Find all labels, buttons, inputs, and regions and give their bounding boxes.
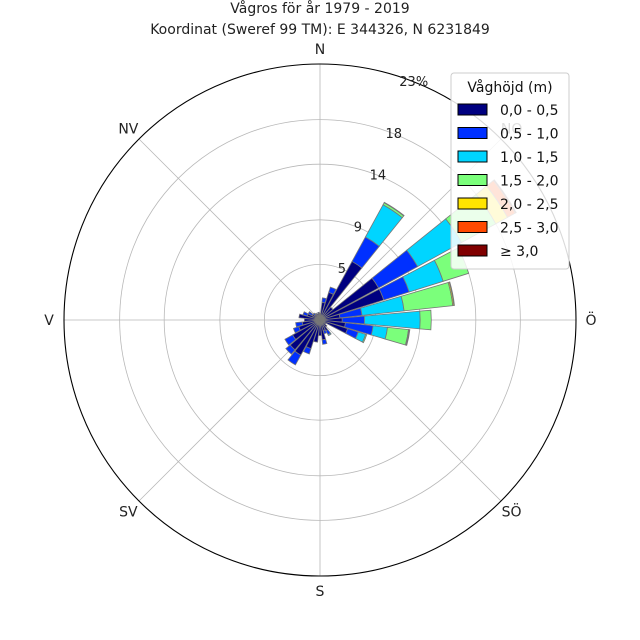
rose-bar-segment (292, 326, 301, 334)
direction-label: N (315, 42, 325, 58)
legend-swatch (457, 221, 488, 233)
radial-tick-label: 23% (399, 75, 428, 90)
legend-label: 0,5 - 1,0 (500, 127, 558, 143)
legend-swatch (457, 103, 488, 116)
grid-spoke (319, 319, 502, 502)
grid-spoke (138, 138, 321, 321)
rose-bar-segment (328, 286, 337, 295)
rose-bar-segment (383, 201, 405, 217)
chart-title: Vågros för år 1979 - 2019 (230, 0, 409, 17)
rose-bar-segment (327, 332, 332, 337)
direction-label: SÖ (502, 503, 522, 521)
legend-swatch (457, 150, 488, 163)
radial-tick-label: 14 (370, 169, 387, 184)
legend-entries: 0,0 - 0,5 0,5 - 1,0 1,0 - 1,5 1,5 - 2,0 2,0 … (457, 103, 558, 260)
legend: Våghöjd (m) 0,0 - 0,5 0,5 - 1,0 1,0 - 1,5 1… (450, 72, 570, 270)
polar-grid (64, 64, 576, 576)
rose-bar-segment (361, 333, 368, 344)
radial-tick-label: 9 (354, 220, 362, 235)
rose-bar-segment (321, 297, 327, 304)
radial-tick-label: 5 (338, 262, 346, 277)
outer-circle (63, 63, 577, 577)
legend-label: 2,0 - 2,5 (500, 197, 558, 213)
direction-label: V (44, 313, 54, 329)
rose-bar-segment (370, 325, 388, 340)
rose-bar-segment (448, 281, 455, 306)
direction-label: S (316, 584, 325, 600)
legend-swatch (457, 127, 488, 139)
legend-label: 1,0 - 1,5 (500, 150, 558, 166)
radial-tick-label: 18 (386, 127, 403, 142)
rose-bar-segment (384, 326, 409, 346)
legend-title: Våghöjd (m) (467, 79, 552, 96)
rose-bar-segment (287, 350, 302, 366)
legend-label: 1,5 - 2,0 (500, 174, 558, 190)
polar-frame (63, 63, 577, 577)
legend-swatch (457, 244, 488, 257)
legend-swatch (457, 197, 488, 210)
legend-label: ≥ 3,0 (500, 244, 538, 260)
direction-label: SV (119, 505, 138, 521)
rose-bar-segment (419, 309, 432, 331)
direction-label: Ö (585, 311, 596, 329)
legend-label: 2,5 - 3,0 (500, 221, 558, 237)
legend-swatch (457, 174, 488, 186)
legend-box (450, 72, 570, 270)
rose-bar-segment (313, 319, 321, 343)
rose-bar-segment (321, 338, 328, 345)
rose-bar-segment (302, 346, 312, 355)
rose-bar-segment (295, 321, 304, 328)
rose-bar-segment (285, 344, 296, 355)
chart-subtitle: Koordinat (Sweref 99 TM): E 344326, N 62… (150, 22, 490, 38)
rose-bar-segment (298, 313, 321, 321)
direction-label: NV (118, 121, 138, 137)
rose-bar-segment (405, 329, 411, 346)
rose-bar-segment (284, 334, 297, 346)
legend-label: 0,0 - 0,5 (500, 103, 558, 119)
